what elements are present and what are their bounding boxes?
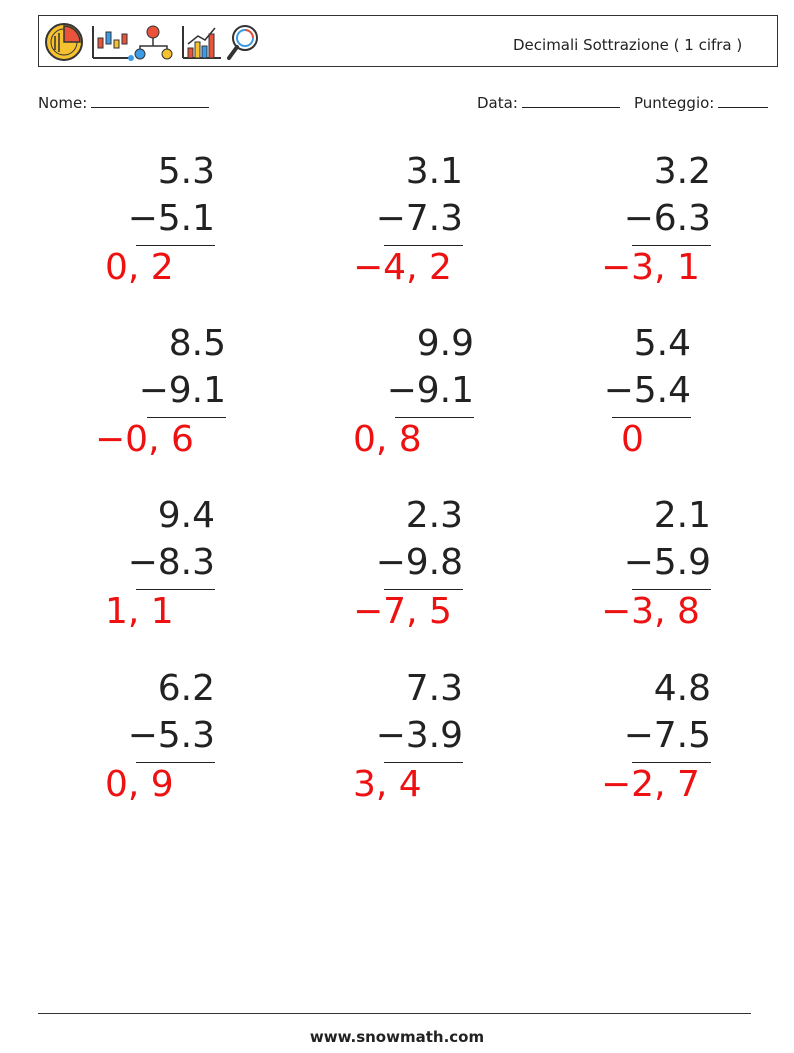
minuend: 5.3 xyxy=(157,151,215,192)
date-label: Data: xyxy=(477,94,518,112)
answer-rule xyxy=(612,417,691,418)
answer-rule xyxy=(395,417,474,418)
minuend: 8.5 xyxy=(168,323,226,364)
magnifier-icon xyxy=(227,25,258,60)
answer: 0 xyxy=(621,419,644,460)
answer-rule xyxy=(136,589,215,590)
subtrahend: −9.1 xyxy=(386,370,474,411)
subtraction-problem: 3.2 −6.3 −3, 1 xyxy=(601,152,794,302)
answer-rule xyxy=(384,762,463,763)
answer: −3, 1 xyxy=(601,247,700,288)
subtrahend: −5.3 xyxy=(127,715,215,756)
minuend: 4.8 xyxy=(653,668,711,709)
name-label: Nome: xyxy=(38,94,88,112)
subtrahend: −6.3 xyxy=(623,198,711,239)
name-field: Nome: xyxy=(38,93,210,112)
subtraction-problem: 4.8 −7.5 −2, 7 xyxy=(601,669,794,819)
pie-chart-icon xyxy=(45,23,83,61)
subtrahend: −3.9 xyxy=(375,715,463,756)
score-label: Punteggio: xyxy=(634,94,715,112)
answer: 0, 8 xyxy=(353,419,422,460)
answer: −3, 8 xyxy=(601,591,700,632)
logo xyxy=(45,23,258,61)
subtrahend: −9.1 xyxy=(138,370,226,411)
score-field: Punteggio: xyxy=(634,93,769,112)
answer-rule xyxy=(147,417,226,418)
subtraction-problem: 6.2 −5.3 0, 9 xyxy=(105,669,325,819)
subtraction-problem: 5.4 −5.4 0 xyxy=(601,324,794,474)
answer-rule xyxy=(632,762,711,763)
subtraction-problem: 2.1 −5.9 −3, 8 xyxy=(601,496,794,646)
date-line[interactable] xyxy=(521,93,620,108)
answer: 3, 4 xyxy=(353,764,422,805)
header-box: Decimali Sottrazione ( 1 cifra ) xyxy=(38,15,778,67)
minuend: 6.2 xyxy=(157,668,215,709)
answer-rule xyxy=(384,589,463,590)
minuend: 9.4 xyxy=(157,495,215,536)
answer-rule xyxy=(136,245,215,246)
footer-site: www.snowmath.com xyxy=(309,1028,485,1046)
answer: 1, 1 xyxy=(105,591,174,632)
worksheet-title: Decimali Sottrazione ( 1 cifra ) xyxy=(513,36,743,54)
subtraction-problem: 3.1 −7.3 −4, 2 xyxy=(353,152,573,302)
bar-chart-icon xyxy=(182,26,221,59)
subtrahend: −9.8 xyxy=(375,542,463,583)
subtraction-problem: 2.3 −9.8 −7, 5 xyxy=(353,496,573,646)
answer-rule xyxy=(632,589,711,590)
answer: 0, 9 xyxy=(105,764,174,805)
subtrahend: −5.1 xyxy=(127,198,215,239)
minuend: 3.2 xyxy=(653,151,711,192)
footer-divider xyxy=(38,1013,751,1014)
subtraction-problem: 9.9 −9.1 0, 8 xyxy=(353,324,573,474)
subtraction-problem: 7.3 −3.9 3, 4 xyxy=(353,669,573,819)
flow-diagram-icon xyxy=(134,25,173,60)
name-line[interactable] xyxy=(91,93,210,108)
answer: −4, 2 xyxy=(353,247,452,288)
answer-rule xyxy=(384,245,463,246)
answer: −7, 5 xyxy=(353,591,452,632)
subtraction-problem: 8.5 −9.1 −0, 6 xyxy=(95,323,325,474)
minuend: 3.1 xyxy=(405,151,463,192)
subtraction-problem: 5.3 −5.1 0, 2 xyxy=(105,152,325,302)
score-line[interactable] xyxy=(718,93,769,108)
answer: 0, 2 xyxy=(105,247,174,288)
subtrahend: −7.5 xyxy=(623,715,711,756)
minuend: 2.3 xyxy=(405,495,463,536)
subtrahend: −8.3 xyxy=(127,542,215,583)
answer: −2, 7 xyxy=(601,764,700,805)
answer: −0, 6 xyxy=(95,419,194,460)
minuend: 2.1 xyxy=(653,495,711,536)
minuend: 9.9 xyxy=(416,323,474,364)
date-field: Data: xyxy=(477,93,620,112)
minuend: 7.3 xyxy=(405,668,463,709)
answer-rule xyxy=(632,245,711,246)
subtrahend: −5.9 xyxy=(623,542,711,583)
subtraction-problem: 9.4 −8.3 1, 1 xyxy=(105,496,325,646)
subtrahend: −7.3 xyxy=(375,198,463,239)
answer-rule xyxy=(136,762,215,763)
subtrahend: −5.4 xyxy=(603,370,691,411)
candlestick-chart-icon xyxy=(92,26,134,61)
minuend: 5.4 xyxy=(633,323,691,364)
